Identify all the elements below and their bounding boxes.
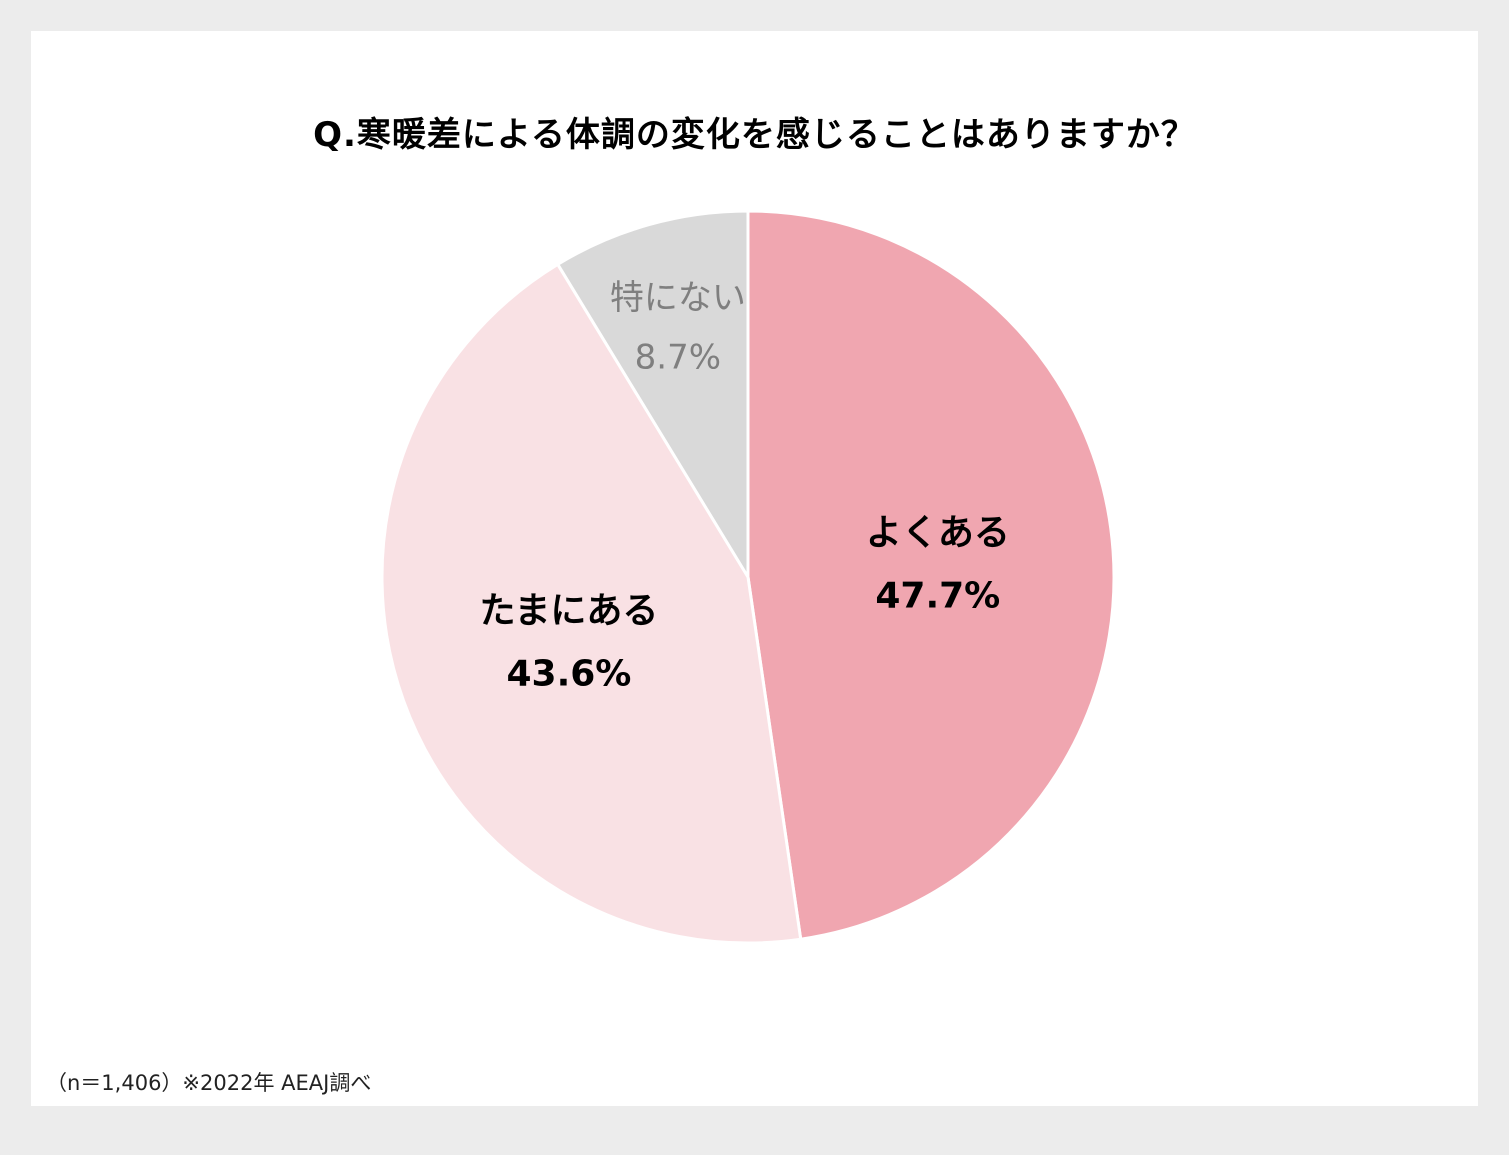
chart-title: Q.寒暖差による体調の変化を感じることはありますか？ [313,115,1196,155]
pie-slice [380,262,803,945]
slice-label: よくある [866,512,1010,553]
slice-value-label: 8.7% [635,337,721,377]
slice-value-label: 47.7% [875,575,1000,616]
slice-value-label: 43.6% [506,654,631,695]
chart-card: Q.寒暖差による体調の変化を感じることはありますか？ よくある 47.7% たまにあ… [31,31,1478,1106]
footnote: （n＝1,406）※2022年 AEAJ調べ [46,1071,372,1095]
slice-label: 特にない [610,278,746,318]
pie-slice [746,209,1116,941]
pie-chart: よくある 47.7% たまにある 43.6% 特にない 8.7% [380,209,1116,945]
pie-slice [555,209,750,583]
slice-label: たまにある [479,591,658,632]
